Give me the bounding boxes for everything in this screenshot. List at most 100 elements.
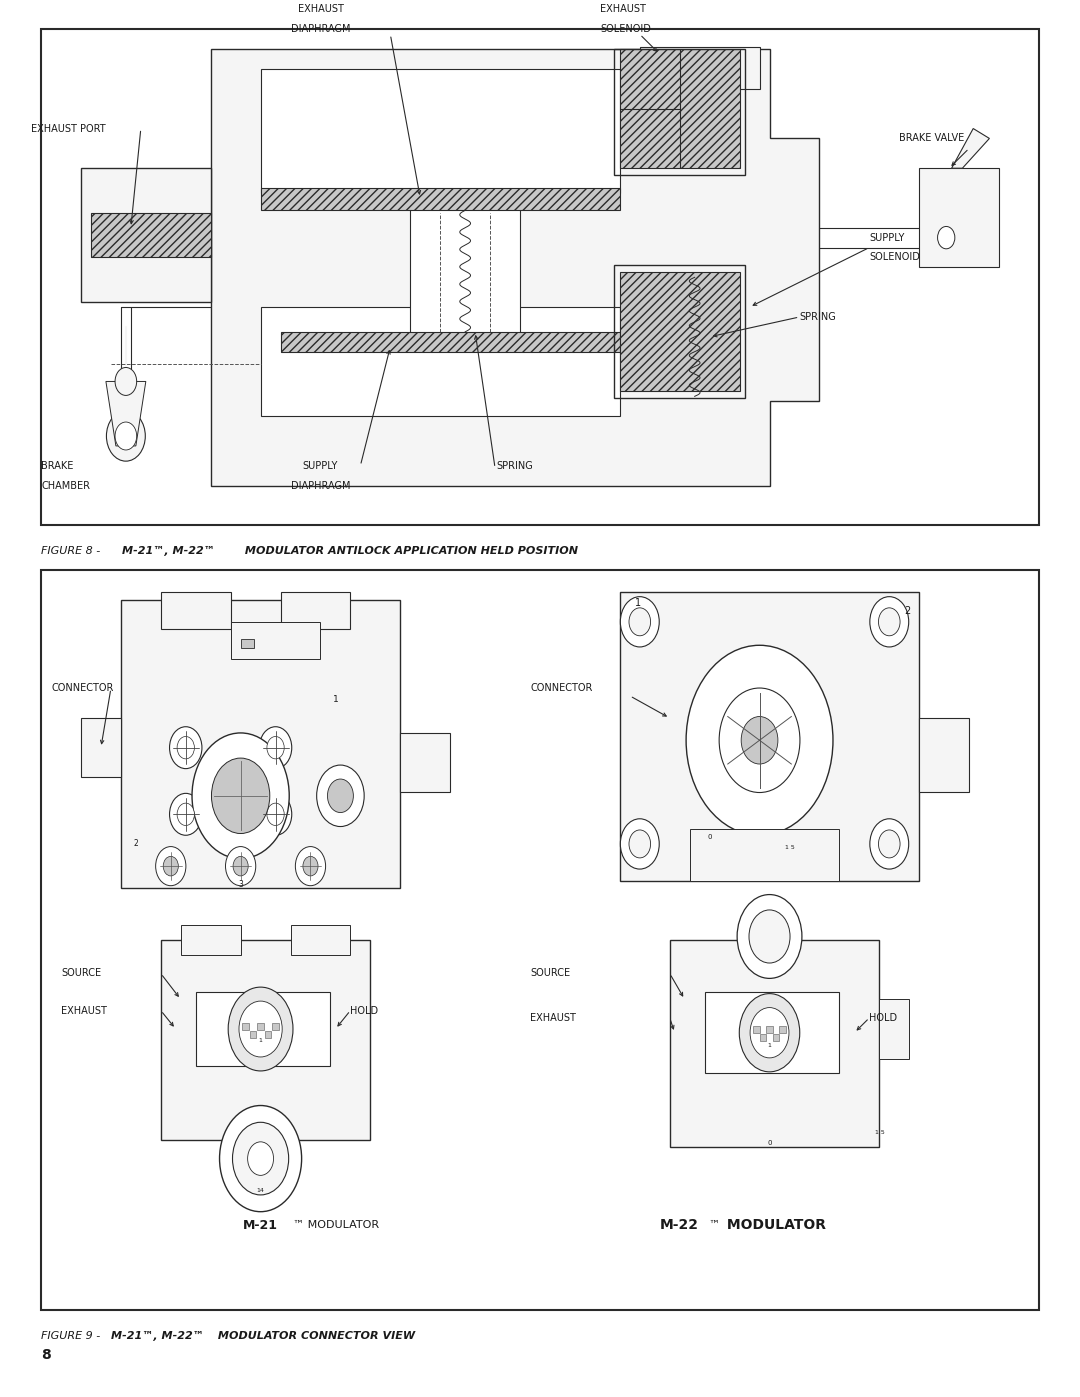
- Circle shape: [937, 226, 955, 249]
- Text: 3: 3: [239, 880, 243, 888]
- Text: SPRING: SPRING: [497, 461, 534, 471]
- Circle shape: [107, 411, 146, 461]
- Bar: [41, 570, 1039, 1310]
- Polygon shape: [211, 49, 820, 486]
- Bar: [767, 1027, 773, 1034]
- Circle shape: [750, 909, 791, 963]
- Bar: [919, 168, 999, 267]
- Circle shape: [233, 856, 248, 876]
- Circle shape: [741, 717, 778, 764]
- Bar: [291, 925, 350, 956]
- Circle shape: [620, 819, 659, 869]
- Bar: [620, 49, 740, 168]
- Bar: [879, 999, 909, 1059]
- Text: CHAMBER: CHAMBER: [41, 481, 90, 490]
- Circle shape: [163, 856, 178, 876]
- Circle shape: [170, 726, 202, 768]
- Circle shape: [259, 793, 292, 835]
- Polygon shape: [260, 307, 620, 416]
- Circle shape: [156, 847, 186, 886]
- Bar: [161, 940, 370, 1140]
- Text: MODULATOR ANTILOCK APPLICATION HELD POSITION: MODULATOR ANTILOCK APPLICATION HELD POSI…: [241, 546, 578, 556]
- Text: EXHAUST: EXHAUST: [599, 4, 646, 14]
- Text: HOLD: HOLD: [350, 1006, 378, 1016]
- Circle shape: [751, 1007, 789, 1058]
- Text: 1 5: 1 5: [875, 1130, 885, 1136]
- Circle shape: [267, 736, 284, 759]
- Text: EXHAUST: EXHAUST: [530, 1013, 576, 1023]
- Text: MODULATOR: MODULATOR: [723, 1218, 826, 1232]
- Bar: [272, 1023, 279, 1030]
- Circle shape: [869, 819, 908, 869]
- Text: SUPPLY: SUPPLY: [869, 233, 905, 243]
- Text: 0: 0: [767, 1140, 772, 1146]
- Text: ™: ™: [708, 1220, 719, 1231]
- Polygon shape: [121, 599, 401, 888]
- Bar: [231, 622, 321, 659]
- Text: FIGURE 8 -: FIGURE 8 -: [41, 546, 104, 556]
- Bar: [241, 640, 254, 648]
- Text: ™ MODULATOR: ™ MODULATOR: [293, 1220, 379, 1231]
- Text: SOLENOID: SOLENOID: [599, 24, 651, 35]
- Bar: [195, 992, 330, 1066]
- Text: 2: 2: [134, 840, 138, 848]
- Bar: [615, 49, 745, 175]
- Text: DIAPHRAGM: DIAPHRAGM: [291, 481, 350, 490]
- Bar: [401, 733, 450, 792]
- Bar: [260, 189, 620, 211]
- Circle shape: [686, 645, 833, 835]
- Circle shape: [232, 1122, 288, 1194]
- Text: EXHAUST PORT: EXHAUST PORT: [31, 123, 106, 134]
- Circle shape: [112, 393, 140, 429]
- Circle shape: [316, 766, 364, 827]
- Circle shape: [295, 847, 325, 886]
- Circle shape: [267, 803, 284, 826]
- Circle shape: [620, 597, 659, 647]
- Text: BRAKE VALVE: BRAKE VALVE: [900, 134, 964, 144]
- Bar: [919, 718, 969, 792]
- Bar: [780, 1027, 786, 1034]
- Text: 1: 1: [258, 1038, 262, 1044]
- Circle shape: [212, 759, 270, 834]
- Polygon shape: [81, 168, 211, 302]
- Polygon shape: [106, 381, 146, 446]
- Bar: [620, 272, 740, 391]
- Text: EXHAUST: EXHAUST: [60, 1006, 107, 1016]
- Circle shape: [116, 367, 137, 395]
- Text: 2: 2: [904, 606, 910, 616]
- Text: M-21™, M-22™: M-21™, M-22™: [111, 1331, 204, 1341]
- Circle shape: [629, 830, 650, 858]
- Text: M-21™, M-22™: M-21™, M-22™: [122, 546, 215, 556]
- Text: 14: 14: [257, 1187, 265, 1193]
- Bar: [257, 1023, 264, 1030]
- Bar: [265, 1031, 271, 1038]
- Text: DIAPHRAGM: DIAPHRAGM: [291, 24, 350, 35]
- Polygon shape: [951, 129, 989, 168]
- Bar: [161, 592, 231, 629]
- Bar: [249, 1031, 256, 1038]
- Text: HOLD: HOLD: [869, 1013, 897, 1023]
- Circle shape: [192, 733, 289, 859]
- Text: 0: 0: [707, 834, 712, 840]
- Text: FIGURE 9 -: FIGURE 9 -: [41, 1331, 104, 1341]
- Bar: [281, 592, 350, 629]
- Bar: [242, 1023, 248, 1030]
- Text: SOURCE: SOURCE: [60, 968, 102, 978]
- Bar: [760, 1034, 767, 1041]
- Bar: [180, 925, 241, 956]
- Bar: [41, 29, 1039, 525]
- Bar: [690, 830, 839, 882]
- Bar: [281, 332, 620, 352]
- Text: EXHAUST: EXHAUST: [297, 4, 343, 14]
- Circle shape: [738, 894, 802, 978]
- Circle shape: [219, 1105, 301, 1211]
- Text: BRAKE: BRAKE: [41, 461, 73, 471]
- Circle shape: [740, 993, 800, 1071]
- Circle shape: [247, 1141, 273, 1175]
- Circle shape: [629, 608, 650, 636]
- Text: M-21: M-21: [243, 1218, 278, 1232]
- Bar: [620, 592, 919, 882]
- Text: SUPPLY: SUPPLY: [302, 461, 338, 471]
- Bar: [639, 46, 759, 89]
- Circle shape: [116, 422, 137, 450]
